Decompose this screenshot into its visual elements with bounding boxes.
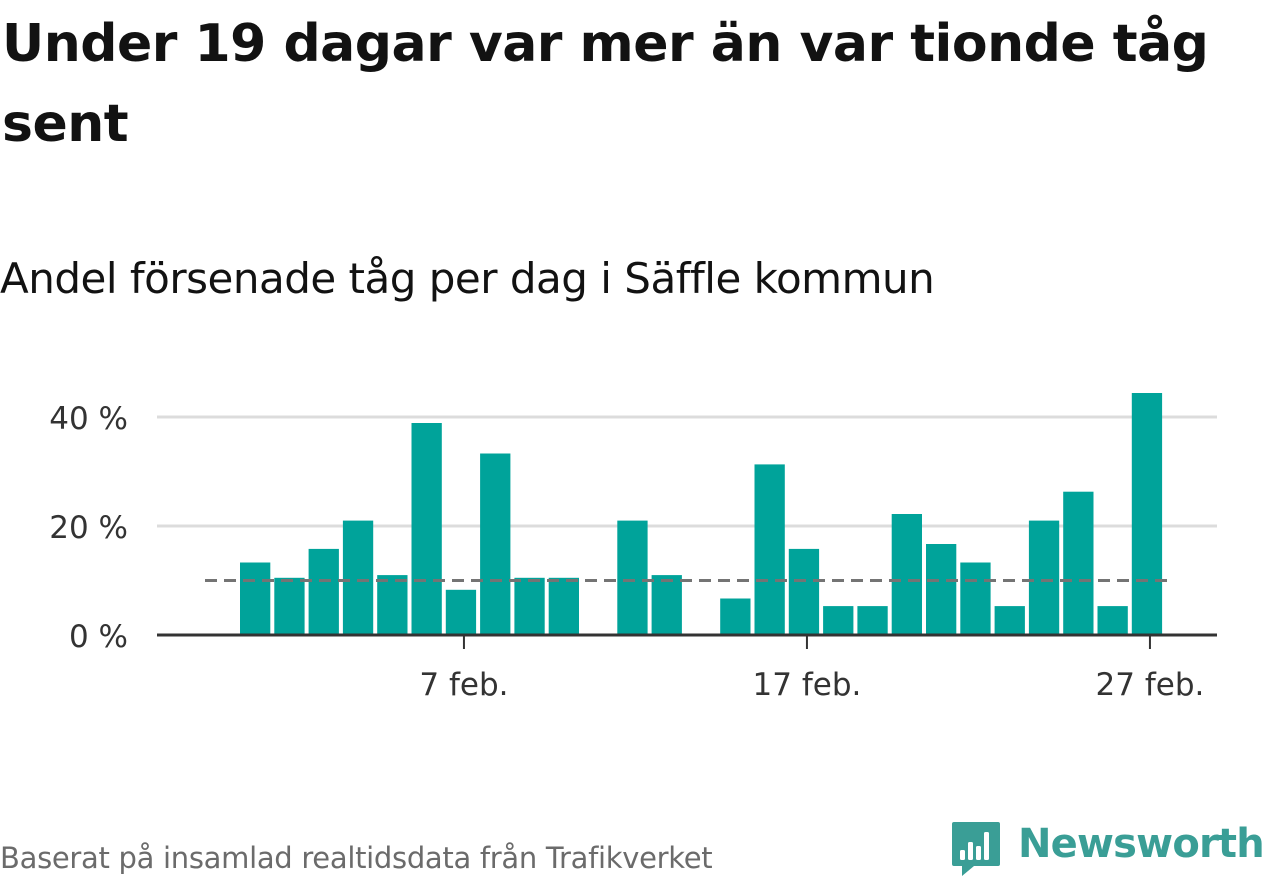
bar-day-21 <box>926 544 957 635</box>
y-tick-label: 40 % <box>49 401 128 437</box>
bar-day-8 <box>480 453 511 635</box>
bar-day-19 <box>857 606 888 635</box>
bar-day-20 <box>891 514 922 635</box>
chart-subtitle: Andel försenade tåg per dag i Säffle kom… <box>0 254 935 303</box>
bar-day-13 <box>651 575 682 636</box>
bar-day-12 <box>617 520 648 636</box>
x-tick-label: 17 feb. <box>753 667 862 703</box>
bar-day-27 <box>1131 393 1163 635</box>
bar-day-1 <box>240 562 271 635</box>
bar-day-18 <box>823 606 854 635</box>
bar-day-25 <box>1063 491 1094 635</box>
bar-chart: 0 % 20 % 40 % 7 feb. 17 feb. 27 feb. <box>49 393 1217 703</box>
bar-day-6 <box>411 423 442 635</box>
bar-day-23 <box>994 606 1025 635</box>
bar-day-2 <box>274 577 305 635</box>
grid-lines <box>157 415 1217 528</box>
bar-day-10 <box>548 577 579 635</box>
source-note: Baserat på insamlad realtidsdata från Tr… <box>0 841 713 875</box>
x-tick-label: 27 feb. <box>1096 667 1205 703</box>
x-tick-label: 7 feb. <box>419 667 508 703</box>
bar-day-15 <box>720 598 751 635</box>
brand-name: Newsworthy <box>1018 821 1262 867</box>
y-tick-label: 0 % <box>69 619 128 655</box>
y-tick-label: 20 % <box>49 510 128 546</box>
bar-day-22 <box>960 562 991 635</box>
bar-day-9 <box>514 577 545 635</box>
bar-day-16 <box>754 464 785 635</box>
bar-chart-speech-bubble-icon <box>952 822 1000 876</box>
bar-day-24 <box>1028 520 1060 636</box>
bar-day-3 <box>308 548 339 635</box>
bar-day-26 <box>1097 606 1128 635</box>
chart-title: Under 19 dagar var mer än var tionde tåg… <box>2 14 1209 154</box>
brand-logo[interactable]: Newsworthy <box>950 818 1262 878</box>
bar-day-4 <box>342 520 374 636</box>
bar-day-7 <box>445 589 477 635</box>
bar-day-17 <box>788 548 820 635</box>
axes: 0 % 20 % 40 % 7 feb. 17 feb. 27 feb. <box>49 401 1217 703</box>
bars <box>240 393 1163 636</box>
bar-day-5 <box>377 575 408 636</box>
